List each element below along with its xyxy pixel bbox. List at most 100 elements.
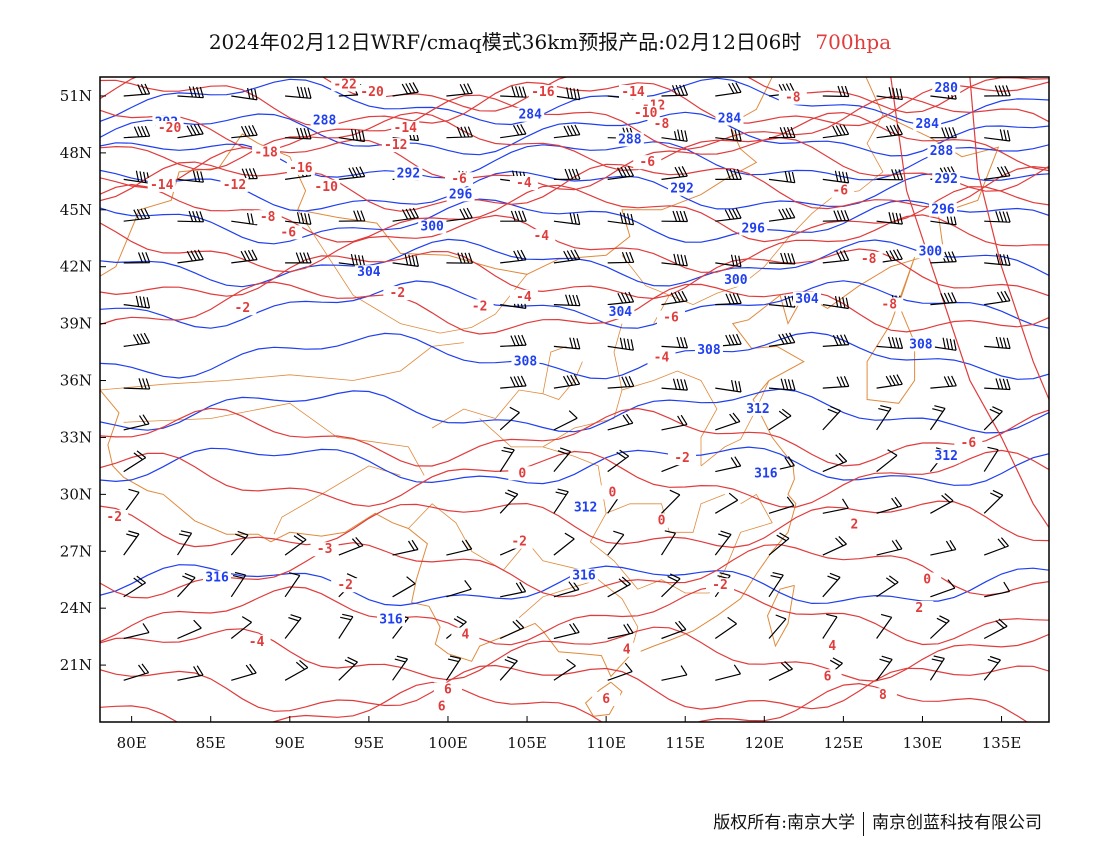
temperature-label-bg [331,578,360,593]
height-label-bg [418,219,447,234]
wind-barb [285,212,312,225]
height-label: 296 [741,222,765,237]
temperature-label: -8 [785,91,801,106]
footer: 版权所有:南京大学 南京创蓝科技有限公司 [713,808,1042,836]
wind-barb [715,379,742,393]
temperature-label: -14 [621,85,645,100]
temperature-label-bg [451,627,480,642]
height-label: 300 [919,244,943,259]
temperature-label: -6 [832,184,848,199]
wind-barb [553,249,581,264]
temperature-label: -14 [394,121,418,136]
temperature-contour-line [100,161,1049,212]
wind-barb [284,533,307,556]
height-contour-line [100,141,1049,181]
wind-barb [876,405,892,431]
wind-barb [553,658,576,681]
height-label: 316 [205,571,229,586]
wind-barb [876,87,903,101]
temperature-label: -8 [861,252,877,267]
temperature-label: -2 [390,286,406,301]
height-label-bg [203,570,232,585]
temperature-label-bg [509,289,538,304]
temperature-label: 8 [879,688,887,703]
wind-barb [984,211,1011,223]
wind-barb [446,126,473,139]
province-border [590,541,726,594]
x-tick-label: 95E [354,734,384,752]
temperature-label: -6 [663,311,679,326]
wind-barb [876,124,903,139]
wind-barb [983,446,999,472]
height-label: 304 [357,265,381,280]
temperature-label-bg [905,600,934,615]
temperature-label-bg [100,509,129,524]
wind-barb [553,622,580,640]
wind-barb [446,252,473,264]
temperature-label-bg [818,638,847,653]
wind-barb [123,530,140,556]
temperature-label-bg [358,84,387,99]
wind-barb [285,127,312,140]
height-label: 312 [934,449,957,464]
wind-barb [285,86,312,99]
height-label-bg [932,172,961,187]
wind-barb [715,129,742,142]
province-border [724,493,773,571]
province-border [431,346,567,429]
wind-barb [930,579,956,598]
temperature-label: -16 [289,161,313,176]
wind-barb [983,655,1001,681]
wind-barb [553,447,572,472]
wind-barb [392,254,419,267]
temperature-label: -20 [158,121,182,136]
wind-barb [930,212,957,226]
wind-barb [929,405,946,431]
temperature-label-bg [228,301,257,316]
height-label-bg [394,166,423,181]
height-label-bg [569,568,598,583]
wind-barb [822,613,838,639]
wind-barb [930,337,957,351]
wind-barb [984,290,1011,306]
temperature-label-bg [445,172,474,187]
temperature-contour-line [100,626,1049,682]
temperature-label-bg [875,297,904,312]
temperature-label-bg [465,299,494,314]
y-tick-label: 45N [60,201,92,219]
map-frame [99,76,1050,723]
wind-barb [553,488,569,514]
temperature-label: -20 [360,85,384,100]
temperature-label-bg [527,229,556,244]
y-tick-label: 33N [60,428,92,446]
wind-barb [177,170,204,183]
temperature-label: -4 [516,290,532,305]
x-tick-label: 80E [117,734,147,752]
wind-barb [500,334,527,347]
wind-barb [230,571,247,598]
wind-barb [822,250,850,264]
y-tick-label: 30N [60,485,92,503]
height-contour-line [100,446,1049,486]
temperature-label-bg [381,138,410,153]
wind-barb [661,378,688,391]
temperature-contour-line [100,681,1029,722]
wind-barb [123,252,151,264]
temperature-label-bg [598,485,627,500]
wind-barb [768,532,790,556]
temperature-label: -6 [639,155,655,170]
wind-barb [231,249,258,264]
height-label-bg [793,291,822,306]
province-border [100,342,464,391]
wind-barb [714,616,737,639]
height-label-bg [606,305,635,320]
wind-barb [715,168,742,180]
wind-barb [231,125,258,139]
wind-barbs [123,82,1011,681]
height-label: 308 [909,337,933,352]
temperature-label-bg [656,310,685,325]
temperature-contours [100,77,1049,722]
wind-barb [607,166,635,180]
height-label-bg [715,111,744,126]
wind-barb [822,498,849,514]
